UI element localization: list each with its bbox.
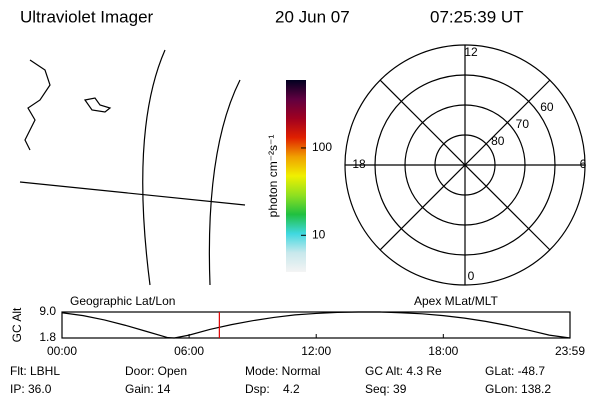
altitude-line bbox=[61, 311, 571, 339]
info-field: Door: Open bbox=[125, 364, 187, 378]
y-axis-label: GC Alt bbox=[10, 307, 24, 342]
x-tick-label: 18:00 bbox=[428, 344, 458, 358]
info-field: Mode: Normal bbox=[245, 364, 320, 378]
left-label: Geographic Lat/Lon bbox=[70, 294, 175, 308]
lat-ring bbox=[374, 74, 556, 256]
info-field: Flt: LBHL bbox=[10, 364, 60, 378]
lat-label: 60 bbox=[540, 100, 554, 114]
time: 07:25:39 UT bbox=[430, 7, 524, 26]
mlt-label: 6 bbox=[580, 157, 587, 171]
lat-label: 80 bbox=[491, 134, 505, 148]
colorbar-tick-label: 10 bbox=[312, 227, 326, 241]
x-tick-label: 12:00 bbox=[301, 344, 331, 358]
info-field: GLon: 138.2 bbox=[485, 382, 551, 396]
info-field: Gain: 14 bbox=[125, 382, 171, 396]
right-label: Apex MLat/MLT bbox=[414, 294, 498, 308]
colorbar-tick-label: 100 bbox=[312, 140, 332, 154]
mlt-label: 12 bbox=[464, 45, 478, 59]
colorbar-label: photon cm⁻²s⁻¹ bbox=[266, 135, 280, 218]
info-field: Seq: 39 bbox=[365, 382, 407, 396]
x-tick-label: 00:00 bbox=[47, 344, 77, 358]
mlt-label: 18 bbox=[352, 157, 366, 171]
polar-grid bbox=[344, 44, 586, 286]
mlt-label: 0 bbox=[468, 269, 475, 283]
info-field: GLat: -48.7 bbox=[485, 364, 545, 378]
colorbar bbox=[286, 80, 306, 272]
y-tick-label: 9.0 bbox=[39, 304, 56, 318]
info-field: GC Alt: 4.3 Re bbox=[365, 364, 442, 378]
map bbox=[19, 49, 246, 286]
lat-ring bbox=[404, 104, 526, 226]
info-field: Dsp: 4.2 bbox=[245, 382, 300, 396]
date: 20 Jun 07 bbox=[275, 7, 350, 26]
lat-ring bbox=[434, 134, 496, 196]
lat-label: 70 bbox=[516, 117, 530, 131]
y-tick-label: 1.8 bbox=[39, 330, 56, 344]
x-tick-label: 23:59 bbox=[555, 344, 585, 358]
x-tick-label: 06:00 bbox=[174, 344, 204, 358]
info-field: IP: 36.0 bbox=[10, 382, 52, 396]
title: Ultraviolet Imager bbox=[20, 7, 154, 26]
